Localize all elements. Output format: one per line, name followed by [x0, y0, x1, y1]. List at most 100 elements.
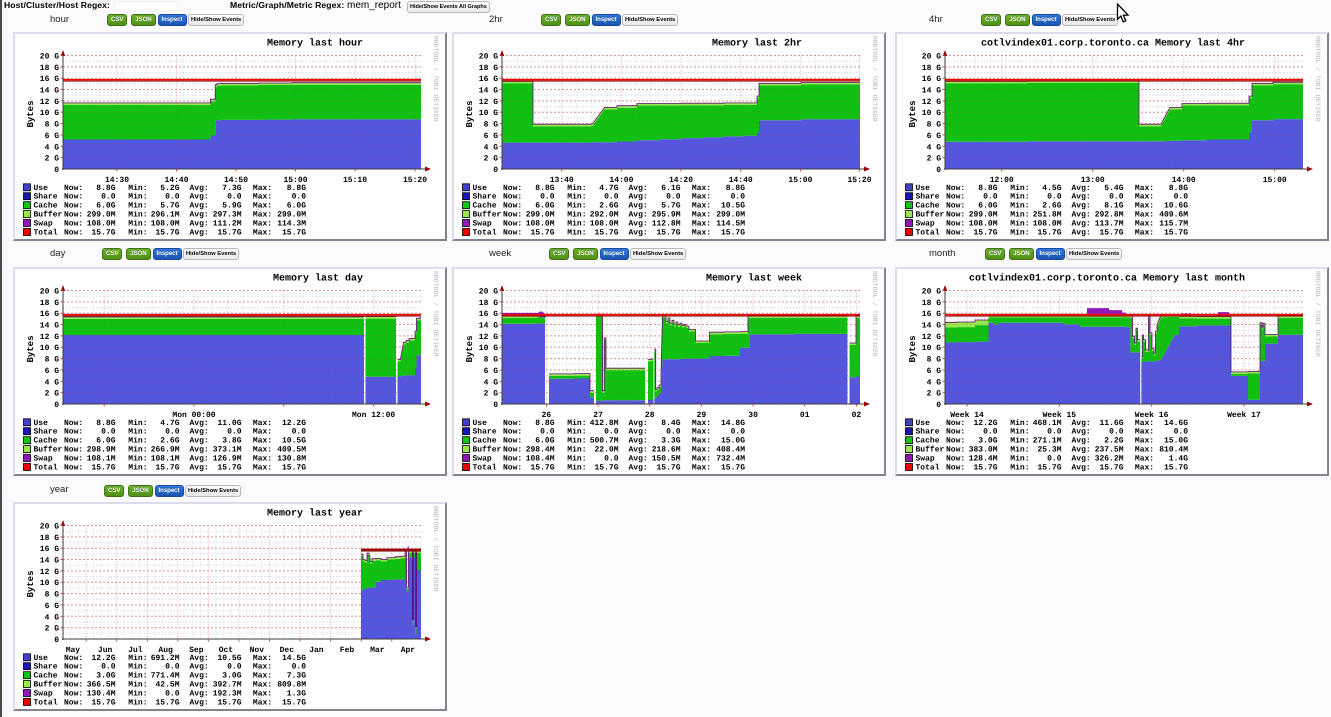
svg-text:16 G: 16 G — [40, 310, 59, 319]
svg-text:18 G: 18 G — [40, 299, 59, 308]
svg-text:Week 17: Week 17 — [1227, 411, 1261, 420]
svg-text:8 G: 8 G — [45, 121, 60, 130]
svg-text:4 G: 4 G — [927, 143, 942, 152]
svg-text:01: 01 — [800, 411, 810, 420]
svg-text:8 G: 8 G — [484, 121, 499, 130]
svg-text:RRDTOOL / TOBI OETIKER: RRDTOOL / TOBI OETIKER — [432, 36, 439, 122]
svg-text:18 G: 18 G — [479, 299, 498, 308]
svg-text:Oct: Oct — [219, 646, 234, 655]
svg-text:12 G: 12 G — [922, 98, 941, 107]
svg-text:14:40: 14:40 — [729, 176, 753, 185]
svg-text:2 G: 2 G — [927, 390, 942, 399]
svg-text:14:30: 14:30 — [105, 176, 129, 185]
svg-text:Jan: Jan — [309, 646, 324, 655]
svg-text:14 G: 14 G — [922, 322, 941, 331]
svg-text:18 G: 18 G — [922, 64, 941, 73]
svg-text:10 G: 10 G — [479, 344, 498, 353]
svg-text:10 G: 10 G — [922, 344, 941, 353]
svg-text:Bytes: Bytes — [465, 100, 475, 127]
svg-text:0: 0 — [493, 401, 498, 410]
svg-text:Bytes: Bytes — [908, 100, 918, 127]
svg-text:20 G: 20 G — [40, 288, 59, 297]
svg-text:15:00: 15:00 — [283, 176, 307, 185]
svg-text:Week 15: Week 15 — [1042, 411, 1076, 420]
svg-text:12 G: 12 G — [922, 333, 941, 342]
svg-text:4 G: 4 G — [45, 143, 60, 152]
svg-text:16 G: 16 G — [479, 310, 498, 319]
svg-text:14:00: 14:00 — [1172, 176, 1196, 185]
svg-text:8 G: 8 G — [927, 356, 942, 365]
svg-text:20 G: 20 G — [40, 523, 59, 532]
svg-text:2 G: 2 G — [45, 155, 60, 164]
svg-text:Bytes: Bytes — [26, 570, 36, 597]
svg-text:0: 0 — [493, 166, 498, 175]
svg-text:RRDTOOL / TOBI OETIKER: RRDTOOL / TOBI OETIKER — [432, 271, 439, 357]
svg-text:20 G: 20 G — [922, 288, 941, 297]
svg-text:13:00: 13:00 — [1081, 176, 1105, 185]
svg-text:RRDTOOL / TOBI OETIKER: RRDTOOL / TOBI OETIKER — [871, 271, 878, 357]
svg-text:10 G: 10 G — [922, 109, 941, 118]
svg-text:14 G: 14 G — [40, 87, 59, 96]
svg-text:Mon 00:00: Mon 00:00 — [172, 411, 215, 420]
svg-text:18 G: 18 G — [40, 64, 59, 73]
svg-text:RRDTOOL / TOBI OETIKER: RRDTOOL / TOBI OETIKER — [871, 36, 878, 122]
svg-text:16 G: 16 G — [922, 75, 941, 84]
svg-text:Week 16: Week 16 — [1135, 411, 1169, 420]
svg-text:30: 30 — [748, 411, 758, 420]
svg-text:Jul: Jul — [128, 646, 143, 655]
svg-text:12 G: 12 G — [479, 98, 498, 107]
svg-text:Memory last week: Memory last week — [706, 273, 802, 285]
svg-text:26: 26 — [542, 411, 552, 420]
svg-text:Sep: Sep — [189, 646, 204, 655]
svg-text:Mon 12:00: Mon 12:00 — [352, 411, 395, 420]
svg-text:14 G: 14 G — [479, 322, 498, 331]
svg-text:Mar: Mar — [370, 646, 385, 655]
svg-text:10 G: 10 G — [40, 344, 59, 353]
svg-text:27: 27 — [593, 411, 603, 420]
svg-text:Memory last 2hr: Memory last 2hr — [712, 38, 802, 50]
svg-text:10 G: 10 G — [40, 109, 59, 118]
svg-text:16 G: 16 G — [922, 310, 941, 319]
svg-text:6 G: 6 G — [484, 132, 499, 141]
svg-text:Week 14: Week 14 — [950, 411, 984, 420]
svg-text:15:00: 15:00 — [788, 176, 812, 185]
svg-text:Memory last day: Memory last day — [273, 273, 363, 285]
svg-text:4 G: 4 G — [484, 143, 499, 152]
svg-text:12 G: 12 G — [40, 98, 59, 107]
svg-text:28: 28 — [645, 411, 655, 420]
svg-text:4 G: 4 G — [45, 378, 60, 387]
svg-text:2 G: 2 G — [484, 155, 499, 164]
svg-text:14:00: 14:00 — [609, 176, 633, 185]
svg-text:RRDTOOL / TOBI OETIKER: RRDTOOL / TOBI OETIKER — [1314, 271, 1321, 357]
svg-text:6 G: 6 G — [927, 132, 942, 141]
svg-text:Feb: Feb — [340, 646, 355, 655]
svg-text:May: May — [66, 646, 81, 655]
svg-text:4 G: 4 G — [927, 378, 942, 387]
svg-text:14:20: 14:20 — [669, 176, 693, 185]
svg-text:Bytes: Bytes — [465, 335, 475, 362]
svg-text:12:00: 12:00 — [990, 176, 1014, 185]
svg-text:15:00: 15:00 — [1263, 176, 1287, 185]
svg-text:18 G: 18 G — [40, 534, 59, 543]
